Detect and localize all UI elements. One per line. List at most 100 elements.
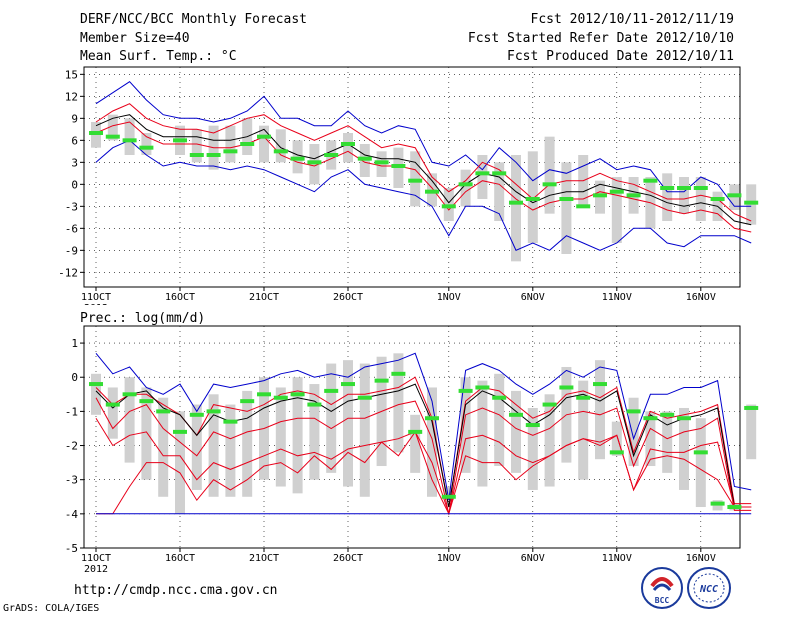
x-tick-label: 21OCT xyxy=(249,553,279,564)
median-marker xyxy=(609,450,624,455)
y-tick-label: -2 xyxy=(65,440,78,453)
median-marker xyxy=(408,178,423,183)
spread-box xyxy=(158,397,169,497)
median-marker xyxy=(542,402,557,407)
spread-box xyxy=(679,177,689,214)
spread-box xyxy=(645,411,656,467)
median-marker xyxy=(257,134,271,139)
x-tick-label: 21OCT xyxy=(249,292,279,303)
median-marker xyxy=(324,388,339,393)
spread-box xyxy=(292,377,303,494)
median-marker xyxy=(173,138,187,143)
spread-box xyxy=(141,387,152,480)
spread-box xyxy=(343,133,353,163)
forecast-period: Fcst 2012/10/11-2012/11/19 xyxy=(530,12,735,27)
spread-box xyxy=(107,114,118,141)
spread-box xyxy=(611,421,622,456)
median-marker xyxy=(475,385,490,390)
spread-box xyxy=(746,404,757,460)
series-line-max xyxy=(95,81,752,207)
chart-title: Prec.: log(mm/d) xyxy=(80,311,205,326)
y-tick-label: -3 xyxy=(65,200,78,213)
spread-box xyxy=(326,363,337,473)
median-marker xyxy=(357,156,372,161)
y-tick-label: -4 xyxy=(65,508,79,521)
y-tick-label: 9 xyxy=(71,112,78,125)
median-marker xyxy=(525,197,540,201)
bcc-logo-text: BCC xyxy=(655,596,670,605)
spread-box xyxy=(695,177,706,221)
median-marker xyxy=(542,182,557,187)
median-marker xyxy=(626,409,641,414)
y-tick-label: 15 xyxy=(65,68,78,81)
spread-box xyxy=(628,397,639,467)
series-line-p75 xyxy=(95,376,752,508)
median-marker xyxy=(593,382,607,387)
spread-box xyxy=(611,177,622,243)
ncc-logo: NCC xyxy=(687,567,731,609)
spread-box xyxy=(427,387,437,497)
spread-box xyxy=(662,173,673,221)
spread-box xyxy=(662,411,673,473)
median-marker xyxy=(189,153,204,157)
x-tick-label: 16NOV xyxy=(686,553,716,564)
spread-box xyxy=(309,384,320,480)
series-line-p05 xyxy=(96,430,752,516)
median-marker xyxy=(660,186,675,190)
start-refer-date: Fcst Started Refer Date 2012/10/10 xyxy=(467,31,734,46)
temperature-chart: 15 12 9 6 3 0 -3 -6 -9 -12 11OCT 16OCT 21OCT 26OCT 1NO… xyxy=(58,66,759,305)
y-tick-label: -12 xyxy=(58,266,78,279)
y-tick-label: 0 xyxy=(71,178,78,191)
x-tick-label: 1NOV xyxy=(437,553,461,564)
y-tick-label: -5 xyxy=(65,542,78,555)
spread-box xyxy=(410,414,421,473)
x-tick-label: 1NOV xyxy=(437,292,461,303)
spread-box xyxy=(141,133,152,155)
median-marker xyxy=(425,189,439,194)
spread-box xyxy=(494,162,505,221)
median-marker xyxy=(441,494,456,499)
y-tick-label: -3 xyxy=(65,474,78,487)
median-marker xyxy=(576,395,591,400)
spread-box xyxy=(477,155,488,199)
median-marker xyxy=(559,385,574,390)
median-marker xyxy=(122,138,137,143)
spread-box xyxy=(191,404,202,490)
series-line-p25 xyxy=(95,397,752,514)
median-marker xyxy=(710,197,725,201)
median-marker xyxy=(240,142,255,146)
x-tick-label: 11OCT xyxy=(81,553,111,564)
median-marker xyxy=(173,429,187,434)
plot-frame xyxy=(83,66,741,288)
spread-box xyxy=(460,169,471,207)
median-marker xyxy=(273,149,288,154)
ncc-logo-text: NCC xyxy=(699,584,718,595)
x-tick-label: 11NOV xyxy=(602,553,632,564)
median-marker xyxy=(693,186,708,190)
median-marker xyxy=(408,429,423,434)
median-marker xyxy=(458,182,473,187)
median-marker xyxy=(727,505,742,510)
spread-box xyxy=(695,418,706,508)
median-marker xyxy=(727,193,742,198)
median-marker xyxy=(509,200,523,205)
series-line-min xyxy=(95,139,752,251)
median-marker xyxy=(391,164,406,168)
median-marker xyxy=(290,156,305,161)
median-marker xyxy=(475,171,490,176)
median-marker xyxy=(492,395,507,400)
median-marker xyxy=(189,412,204,417)
median-marker xyxy=(677,416,691,421)
median-marker xyxy=(105,134,120,139)
x-year-label: 2012 xyxy=(84,564,108,575)
median-marker xyxy=(525,423,540,428)
x-tick-label: 6NOV xyxy=(521,292,545,303)
median-marker xyxy=(425,416,439,421)
source-url[interactable]: http://cmdp.ncc.cma.gov.cn xyxy=(74,583,278,598)
spread-box xyxy=(393,353,404,453)
median-marker xyxy=(660,412,675,417)
member-size-label: Member Size=40 xyxy=(80,31,190,46)
median-marker xyxy=(492,171,507,176)
spread-box xyxy=(107,387,118,439)
